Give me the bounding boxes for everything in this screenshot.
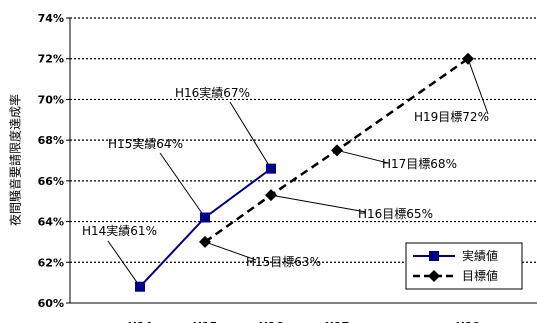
y-axis-label: 夜間騒音要請限度達成率 [8,94,23,226]
data-point-diamond [265,189,277,202]
annotation-leader-line [336,149,389,164]
data-point-diamond [199,235,211,248]
y-tick-labels: 60% 62% 64% 66% 68% 70% 72% 74% [38,12,64,310]
data-point-square [266,163,276,174]
annotation-leader-line [107,240,141,288]
y-tick-label: 74% [38,12,64,25]
annotation-label: H16目標65% [358,207,433,221]
axes [66,17,537,304]
series-line-1 [204,57,469,243]
annotation-label: H16実績67% [175,85,250,100]
annotation-label: H19目標72% [414,110,489,124]
annotation-label: H15実績64% [108,136,183,151]
gridlines [70,17,537,263]
legend-label: 実績値 [462,248,498,263]
x-tick-label: H14 [128,320,153,323]
y-tick-label: 60% [38,297,64,310]
annotation-leaders [107,58,489,288]
data-point-square [135,281,145,292]
legend-marker-square [429,251,439,261]
x-tick-label: H19 [456,320,481,323]
annotation-leader-line [159,152,206,218]
annotation-label: H15目標63% [246,255,321,269]
annotation-leader-line [270,194,367,213]
y-tick-label: 62% [38,256,64,269]
legend-marker-diamond [428,270,440,282]
x-tick-label: H17 [325,320,350,323]
y-tick-label: 72% [38,53,64,66]
data-point-diamond [331,144,343,157]
y-tick-label: 64% [38,216,64,229]
x-tick-labels: H14 H15 H16 H17 H19 [128,320,481,323]
annotations: H14実績61% H15実績64% H16実績67% H15目標63% H16目標65%… [82,85,489,269]
x-tick-label: H16 [259,320,284,323]
x-tick-label: H15 [193,320,218,323]
annotation-leader-line [229,101,272,169]
annotation-leader-line [204,241,257,261]
annotation-label: H17目標68% [382,157,457,171]
annotation-leader-line [467,58,489,115]
annotation-label: H14実績61% [82,223,157,238]
legend-label: 目標値 [462,268,498,283]
series-markers [135,52,474,292]
y-tick-label: 70% [38,93,64,106]
data-point-square [200,212,210,223]
data-point-diamond [462,52,474,65]
legend-box [405,242,523,290]
y-tick-label: 68% [38,134,64,147]
y-tick-label: 66% [38,175,64,188]
